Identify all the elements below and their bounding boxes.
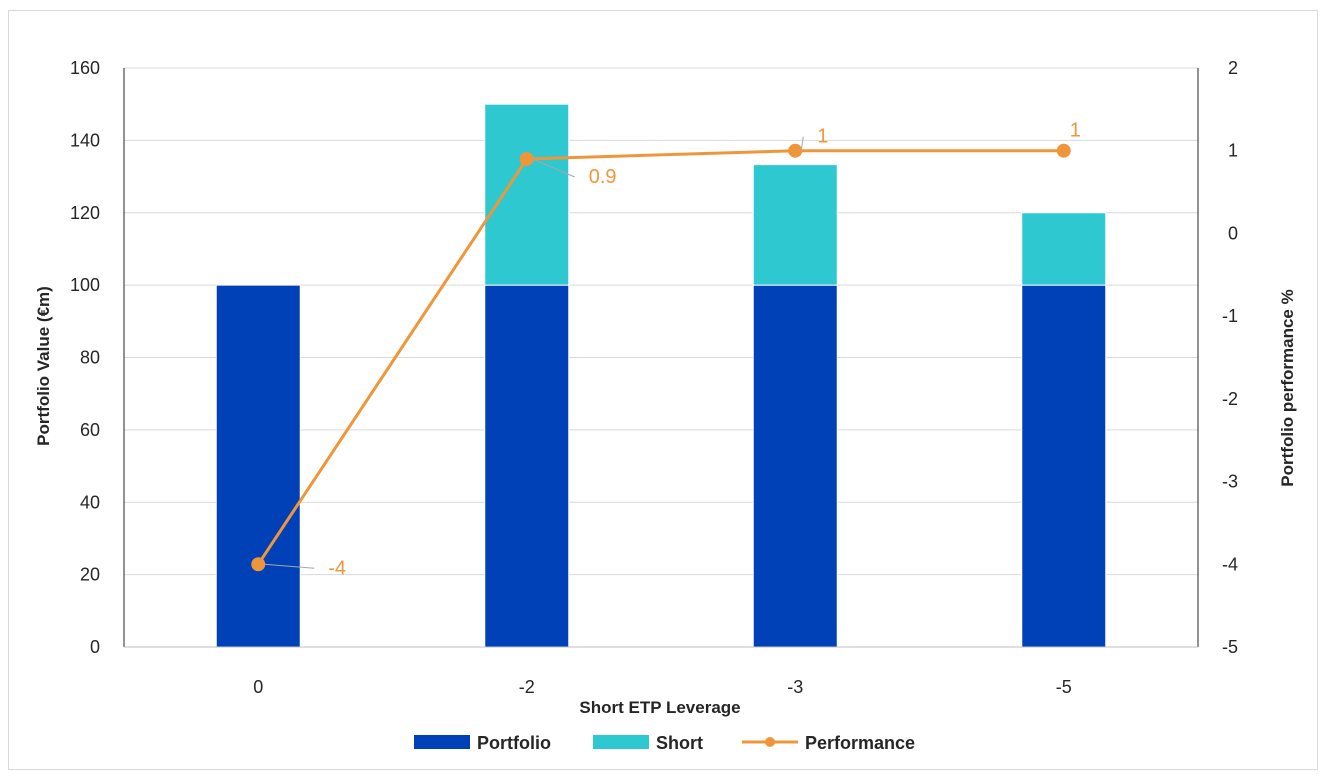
y-tick-label: 0 [90, 637, 100, 657]
y-tick-label: 120 [70, 203, 100, 223]
y2-tick-label: 1 [1228, 141, 1238, 161]
performance-data-label: -4 [328, 557, 346, 579]
performance-data-label: 0.9 [589, 166, 617, 188]
performance-marker [251, 557, 266, 572]
y-tick-label: 100 [70, 275, 100, 295]
legend-label-performance: Performance [805, 733, 915, 753]
bar-portfolio [215, 284, 301, 648]
bar-portfolio [484, 284, 570, 648]
bar-short [484, 103, 570, 286]
y2-tick-label: -3 [1222, 472, 1238, 492]
y-tick-label: 140 [70, 130, 100, 150]
bar-portfolio [752, 284, 838, 648]
legend-label-short: Short [656, 733, 703, 753]
performance-data-label: 1 [817, 126, 828, 148]
bar-portfolio [1021, 284, 1107, 648]
data-label-leader [800, 136, 804, 151]
y-tick-label: 40 [80, 492, 100, 512]
legend-label-portfolio: Portfolio [477, 733, 551, 753]
performance-marker [519, 151, 534, 166]
bar-short [1021, 212, 1107, 286]
data-labels: -4 0.9 1 1 [264, 120, 1081, 579]
y2-tick-label: -5 [1222, 637, 1238, 657]
x-axis-title: Short ETP Leverage [579, 698, 740, 717]
bars [215, 103, 1107, 648]
data-label-leader [264, 563, 315, 569]
performance-data-label: 1 [1070, 120, 1081, 142]
x-tick-label: -5 [1056, 677, 1072, 697]
x-tick-label: 0 [253, 677, 263, 697]
axes [123, 68, 1199, 648]
y2-tick-label: -2 [1222, 389, 1238, 409]
y2-tick-label: 0 [1228, 223, 1238, 243]
y2-tick-label: -1 [1222, 306, 1238, 326]
y-tick-label: 160 [70, 58, 100, 78]
y-axis-title: Portfolio Value (€m) [34, 286, 53, 446]
performance-line [251, 143, 1071, 572]
data-label-leader [532, 158, 575, 178]
legend-swatch-performance-marker [765, 737, 775, 747]
y2-tick-label: -4 [1222, 554, 1238, 574]
performance-marker [1056, 143, 1071, 158]
legend: Portfolio Short Performance [414, 733, 915, 753]
gridlines [124, 67, 1198, 576]
y-tick-label: 80 [80, 348, 100, 368]
x-tick-label: -3 [787, 677, 803, 697]
bar-short [752, 164, 838, 286]
performance-line-path [256, 149, 1064, 566]
legend-swatch-short [593, 735, 649, 749]
legend-swatch-portfolio [414, 735, 470, 749]
y2-axis-title: Portfolio performance % [1278, 289, 1297, 486]
x-tick-label: -2 [519, 677, 535, 697]
y-tick-label: 60 [80, 420, 100, 440]
y-tick-label: 20 [80, 565, 100, 585]
y2-tick-label: 2 [1228, 58, 1238, 78]
performance-marker [788, 143, 803, 158]
